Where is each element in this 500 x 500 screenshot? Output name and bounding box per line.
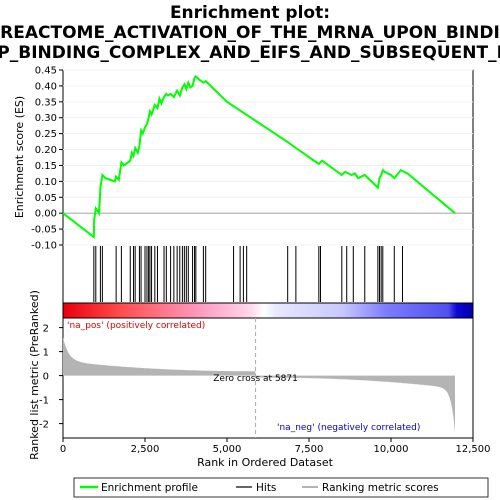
- title: Enrichment plot: REACTOME_ACTIVATION_OF_…: [0, 3, 500, 63]
- es-y-tick-label: 0.35: [35, 97, 57, 108]
- pos-label: 'na_pos' (positively correlated): [67, 321, 205, 331]
- metric-y-tick-label: 1: [43, 348, 49, 359]
- metric-y-axis-label: Ranked list metric (PreRanked): [28, 290, 41, 460]
- hits-panel-frame: [62, 244, 474, 304]
- legend-profile-label: Enrichment profile: [101, 482, 198, 494]
- es-y-tick-label: 0.30: [35, 113, 57, 124]
- legend-metric-label: Ranking metric scores: [322, 482, 439, 494]
- x-tick-label: 2,500: [131, 444, 160, 455]
- x-tick-label: 10,000: [374, 444, 409, 455]
- metric-y-tick-label: -2: [39, 420, 49, 431]
- es-y-axis-label: Enrichment score (ES): [13, 96, 26, 218]
- es-y-tick-label: 0.45: [35, 66, 57, 77]
- neg-label: 'na_neg' (negatively correlated): [277, 423, 420, 433]
- metric-y-tick-label: 0: [43, 372, 49, 383]
- hits: [93, 246, 403, 302]
- title-line-1: Enrichment plot:: [170, 3, 330, 23]
- es-y-tick-label: 0.25: [35, 129, 57, 140]
- metric-y-tick-label: -1: [39, 396, 49, 407]
- es-y-tick-label: 0.00: [35, 209, 57, 220]
- legend-frame: [73, 477, 489, 498]
- enrichment-profile-line: [62, 74, 456, 240]
- x-axis-label: Rank in Ordered Dataset: [197, 456, 334, 469]
- metric-y-tick-label: 2: [43, 324, 49, 335]
- es-y-tick-label: -0.10: [31, 241, 57, 252]
- title-line-2: REACTOME_ACTIVATION_OF_THE_MRNA_UPON_BIN…: [0, 23, 500, 43]
- es-y-tick-label: 0.40: [35, 81, 57, 92]
- es-panel-frame: [62, 69, 474, 246]
- es-y-axis: 0.45 0.40 0.35 0.30 0.25 0.20 0.15 0.10 0.05 0.00…: [31, 66, 63, 252]
- x-tick-label: 12,500: [456, 444, 491, 455]
- title-line-3: AP_BINDING_COMPLEX_AND_EIFS_AND_SUBSEQUE…: [0, 43, 500, 63]
- es-y-tick-label: 0.05: [35, 193, 57, 204]
- es-y-tick-label: 0.10: [35, 177, 57, 188]
- x-tick-label: 7,500: [295, 444, 324, 455]
- es-y-tick-label: 0.20: [35, 145, 57, 156]
- zero-cross-label: Zero cross at 5871: [213, 374, 298, 384]
- metric-y-axis: 2 1 0 -1 -2: [39, 324, 63, 431]
- es-y-tick-label: 0.15: [35, 161, 57, 172]
- x-tick-label: 5,000: [213, 444, 242, 455]
- x-tick-label: 0: [60, 444, 66, 455]
- rank-color-bar: [62, 302, 474, 319]
- x-axis: 0 2,500 5,000 7,500 10,000 12,500: [60, 438, 491, 455]
- legend-hits-label: Hits: [256, 482, 276, 494]
- legend: Enrichment profile Hits Ranking metric s…: [73, 477, 489, 498]
- es-y-tick-label: -0.05: [31, 225, 57, 236]
